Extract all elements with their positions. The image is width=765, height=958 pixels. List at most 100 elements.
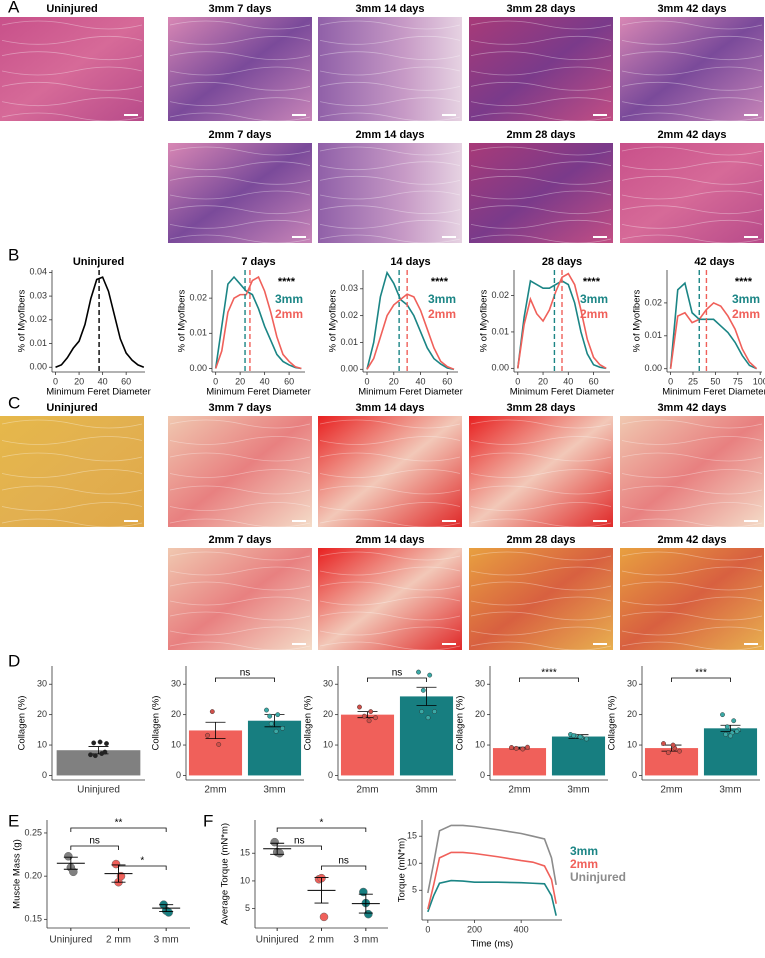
image-title: 2mm 28 days — [506, 129, 575, 141]
legend-label: 3mm — [732, 292, 760, 306]
y-tick-label: 20 — [323, 709, 333, 719]
y-tick-label: 0 — [328, 770, 333, 780]
significance-label: **** — [278, 276, 296, 288]
significance-bracket — [276, 827, 367, 832]
tissue-texture — [319, 20, 461, 30]
x-tick-label: 0 — [425, 924, 430, 934]
significance-label: * — [320, 818, 324, 829]
density-line — [366, 270, 455, 371]
tissue-texture — [1, 485, 143, 495]
tissue-texture — [169, 66, 311, 76]
image-title: 3mm 7 days — [209, 402, 272, 414]
legend-label: 2mm — [732, 307, 760, 321]
data-point — [97, 739, 103, 745]
y-tick-label: 20 — [171, 709, 181, 719]
error-bar — [63, 856, 78, 870]
y-axis-title: % of Myofibers — [177, 289, 188, 352]
tissue-texture — [169, 146, 311, 156]
histology-image — [168, 143, 312, 243]
y-tick-label: 10 — [475, 739, 485, 749]
tissue-texture — [319, 419, 461, 429]
tissue-texture — [1, 469, 143, 478]
significance-bracket — [519, 677, 579, 682]
tissue-texture — [621, 112, 763, 122]
data-point — [69, 867, 78, 877]
tissue-texture — [470, 502, 612, 511]
significance-bracket — [215, 677, 275, 682]
significance-bracket — [671, 677, 731, 682]
tissue-texture — [470, 81, 612, 91]
x-tick-label: 0 — [668, 376, 673, 386]
image-title: 2mm 7 days — [209, 534, 272, 546]
data-point — [64, 852, 73, 861]
data-point — [270, 837, 279, 847]
histology-image — [0, 17, 144, 121]
x-axis-title: Minimum Feret Diameter — [510, 387, 615, 398]
torque-line — [427, 824, 557, 894]
significance-label: ns — [338, 856, 349, 867]
tissue-texture — [319, 551, 461, 561]
tissue-texture — [621, 626, 763, 636]
y-tick-label: 0.04 — [29, 267, 47, 277]
y-tick-label: 0 — [480, 770, 485, 780]
panel-label: E — [8, 811, 19, 830]
tissue-texture — [319, 469, 461, 478]
tissue-texture — [319, 51, 461, 61]
x-tick-label: 20 — [74, 376, 84, 386]
tissue-texture — [1, 51, 143, 61]
data-point — [88, 752, 93, 758]
data-point — [509, 745, 514, 750]
tissue-texture — [169, 161, 311, 171]
tissue-texture — [621, 190, 763, 200]
histology-image — [620, 416, 764, 527]
y-tick-label: 0.01 — [340, 337, 358, 347]
histology-image — [620, 17, 764, 121]
data-point — [661, 741, 666, 746]
y-tick-label: 0.00 — [644, 363, 662, 373]
y-axis-title: % of Myofibers — [632, 289, 643, 352]
y-tick-label: 0.00 — [189, 363, 207, 373]
tissue-texture — [169, 452, 311, 462]
tissue-texture — [319, 81, 461, 91]
data-point — [724, 724, 730, 730]
legend-label: 2mm — [428, 307, 456, 321]
data-point — [420, 687, 426, 693]
histology-image — [318, 416, 462, 527]
tissue-texture — [319, 518, 461, 528]
tissue-texture — [470, 419, 612, 429]
density-line — [214, 275, 302, 370]
data-point — [264, 707, 269, 713]
bar — [340, 714, 395, 776]
x-axis-title: Minimum Feret Diameter — [46, 387, 151, 398]
tissue-texture — [621, 502, 763, 511]
data-point — [432, 709, 437, 714]
y-axis-title: Collagen (%) — [17, 696, 28, 751]
image-title: 3mm 28 days — [506, 3, 575, 15]
image-title: 3mm 14 days — [355, 3, 424, 15]
tissue-texture — [169, 566, 311, 576]
image-title: Uninjured — [46, 3, 97, 15]
y-tick-label: 0.15 — [24, 914, 42, 924]
significance-label: *** — [695, 668, 707, 679]
tissue-texture — [319, 234, 461, 244]
x-tick-label: 60 — [284, 376, 294, 386]
data-point — [419, 709, 425, 714]
data-point — [364, 909, 373, 919]
y-tick-label: 0 — [42, 770, 47, 780]
tissue-texture — [1, 436, 143, 445]
density-line — [366, 293, 455, 371]
x-tick-label: Uninjured — [256, 935, 299, 946]
tissue-texture — [470, 641, 612, 651]
legend-label: 3mm — [275, 292, 303, 306]
data-point — [670, 742, 676, 748]
x-tick-label: 60 — [589, 376, 599, 386]
tissue-texture — [319, 611, 461, 621]
y-tick-label: 20 — [37, 709, 47, 719]
tissue-texture — [169, 219, 311, 229]
tissue-texture — [621, 419, 763, 429]
significance-label: ns — [89, 836, 100, 847]
significance-label: ** — [115, 818, 123, 829]
y-tick-label: 0.02 — [189, 293, 207, 303]
tissue-texture — [1, 452, 143, 462]
x-tick-label: 20 — [389, 376, 399, 386]
